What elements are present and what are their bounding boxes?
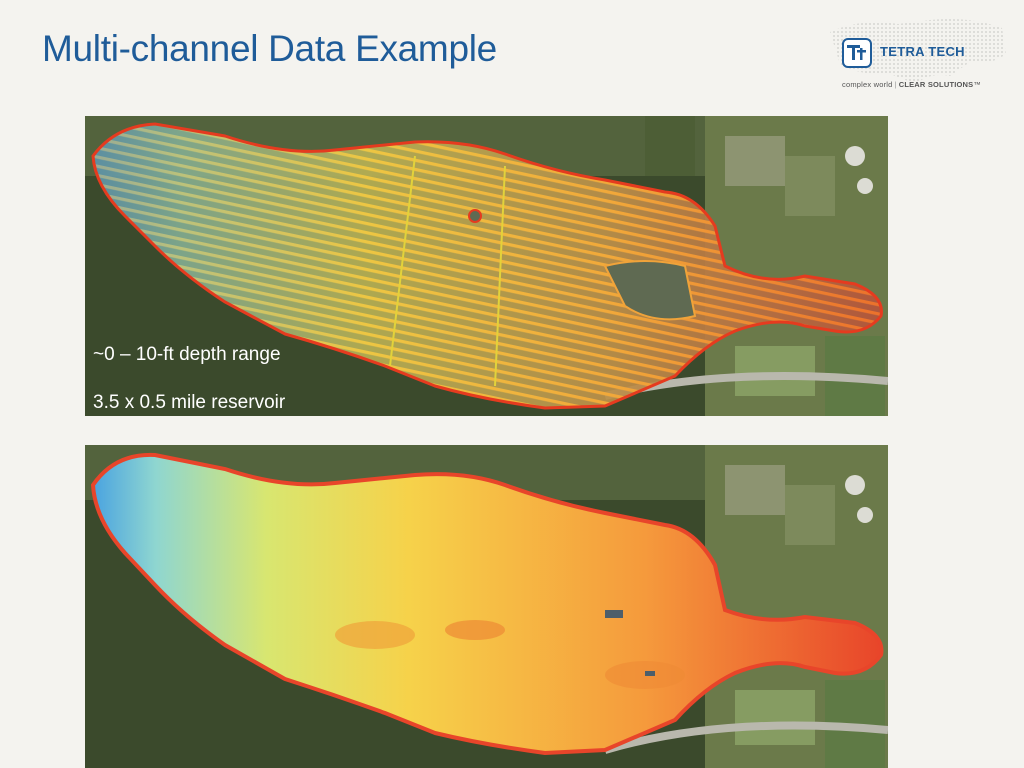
bathymetry-surface-map: [85, 445, 888, 768]
tetra-tech-logo: TETRA TECH complex world | CLEAR SOLUTIONS…: [820, 14, 1012, 100]
logo-name: TETRA TECH: [880, 44, 965, 59]
tagline-mark: ™: [973, 80, 982, 89]
survey-lines-image: [85, 116, 888, 416]
tagline-left: complex world: [842, 80, 893, 89]
survey-lines-map: [85, 116, 888, 416]
slide-title: Multi-channel Data Example: [42, 28, 497, 69]
reservoir-size-label: 3.5 x 0.5 mile reservoir: [93, 392, 286, 413]
logo-tagline: complex world | CLEAR SOLUTIONS™: [842, 80, 982, 89]
world-map-dots: [830, 19, 1006, 84]
depth-range-label: ~0 – 10-ft depth range: [93, 344, 281, 365]
bathymetry-surface-image: [85, 445, 888, 768]
tagline-right: CLEAR SOLUTIONS: [898, 80, 974, 89]
tetra-tech-mark-icon: [842, 38, 872, 68]
